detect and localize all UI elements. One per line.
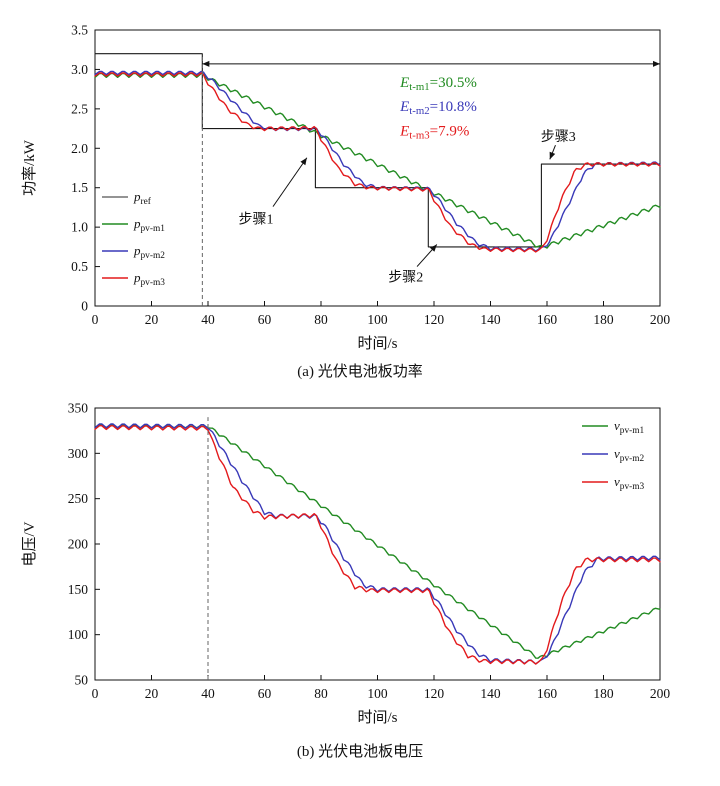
svg-text:0: 0 [92,312,99,327]
svg-text:3.0: 3.0 [71,62,88,77]
svg-text:350: 350 [68,401,89,416]
svg-text:0: 0 [92,686,99,701]
svg-text:20: 20 [145,312,159,327]
svg-text:ppv-m1: ppv-m1 [133,216,165,234]
svg-text:步骤1: 步骤1 [239,211,274,227]
voltage-chart: 0 20 40 60 80 100 120 140 160 180 200 50 100 150 200 25… [21,401,671,727]
svg-text:100: 100 [68,627,89,642]
svg-text:140: 140 [480,312,501,327]
svg-text:80: 80 [314,686,328,701]
power-chart: 0 20 40 60 80 100 120 140 160 180 200 0 0.5 1.0 1.5 2.0… [21,23,671,353]
svg-text:时间/s: 时间/s [357,335,397,352]
svg-text:20: 20 [145,686,159,701]
svg-text:40: 40 [201,312,215,327]
svg-text:1.0: 1.0 [71,220,88,235]
svg-text:pref: pref [133,189,152,207]
svg-text:ppv-m2: ppv-m2 [133,243,165,261]
svg-text:3.5: 3.5 [71,23,88,38]
svg-text:80: 80 [314,312,328,327]
svg-text:功率/kW: 功率/kW [21,139,38,196]
svg-text:Et-m1=30.5%: Et-m1=30.5% [399,75,477,93]
svg-text:2.5: 2.5 [71,101,88,116]
svg-text:0.5: 0.5 [71,259,88,274]
svg-text:Et-m2=10.8%: Et-m2=10.8% [399,99,477,117]
svg-text:300: 300 [68,446,89,461]
svg-text:步骤3: 步骤3 [541,129,576,145]
svg-text:100: 100 [367,312,388,327]
svg-text:vpv-m3: vpv-m3 [614,474,645,492]
svg-text:vpv-m2: vpv-m2 [614,446,645,464]
svg-text:60: 60 [258,312,272,327]
svg-text:40: 40 [201,686,215,701]
svg-text:1.5: 1.5 [71,180,88,195]
svg-text:100: 100 [367,686,388,701]
svg-text:160: 160 [537,312,558,327]
power-chart-caption: (a) 光伏电池板功率 [297,364,423,380]
svg-text:200: 200 [650,686,671,701]
svg-text:2.0: 2.0 [71,141,88,156]
svg-text:250: 250 [68,491,89,506]
svg-text:步骤2: 步骤2 [388,270,423,286]
svg-text:60: 60 [258,686,272,701]
svg-text:200: 200 [650,312,671,327]
power-chart-block: 0 20 40 60 80 100 120 140 160 180 200 0 0.5 1.0 1.5 2.0… [0,0,720,381]
svg-text:150: 150 [68,582,89,597]
svg-text:时间/s: 时间/s [357,709,397,726]
svg-text:Et-m3=7.9%: Et-m3=7.9% [399,124,469,142]
svg-text:0: 0 [81,299,88,314]
voltage-chart-caption: (b) 光伏电池板电压 [296,744,424,760]
svg-text:50: 50 [75,673,89,688]
svg-text:180: 180 [593,312,614,327]
svg-text:160: 160 [537,686,558,701]
svg-text:vpv-m1: vpv-m1 [614,418,645,436]
svg-text:120: 120 [424,312,445,327]
voltage-chart-block: 0 20 40 60 80 100 120 140 160 180 200 50 100 150 200 25… [0,392,720,761]
svg-text:ppv-m3: ppv-m3 [133,270,165,288]
svg-text:200: 200 [68,537,89,552]
svg-text:120: 120 [424,686,445,701]
svg-text:180: 180 [593,686,614,701]
svg-text:140: 140 [480,686,501,701]
svg-text:电压/V: 电压/V [21,521,38,566]
